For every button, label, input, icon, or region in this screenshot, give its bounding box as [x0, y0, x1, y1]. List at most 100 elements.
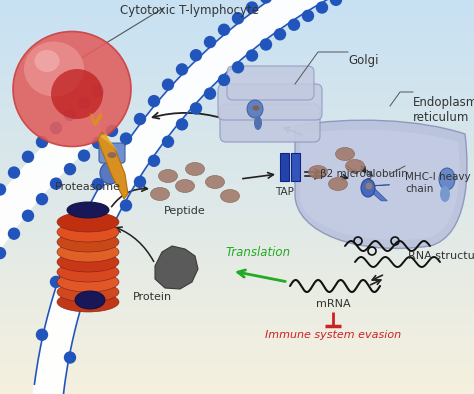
Circle shape [261, 39, 272, 50]
Circle shape [135, 113, 146, 125]
Ellipse shape [440, 186, 450, 202]
Circle shape [148, 155, 159, 166]
Ellipse shape [57, 272, 119, 292]
Circle shape [120, 133, 131, 144]
Ellipse shape [254, 116, 262, 130]
Circle shape [107, 125, 118, 136]
Circle shape [64, 352, 75, 363]
Ellipse shape [247, 100, 263, 118]
Ellipse shape [57, 282, 119, 302]
Circle shape [246, 2, 257, 13]
Circle shape [163, 79, 173, 90]
Text: Cytotoxic T-lymphocyte: Cytotoxic T-lymphocyte [120, 4, 259, 17]
Ellipse shape [185, 162, 204, 175]
Circle shape [176, 64, 188, 75]
Ellipse shape [253, 106, 259, 110]
Circle shape [107, 154, 118, 165]
Circle shape [64, 110, 75, 121]
Ellipse shape [328, 178, 347, 191]
Circle shape [176, 119, 188, 130]
Circle shape [233, 62, 244, 73]
Circle shape [92, 138, 103, 149]
Circle shape [22, 151, 34, 162]
Ellipse shape [57, 242, 119, 262]
Ellipse shape [57, 212, 119, 232]
Polygon shape [93, 113, 103, 126]
Ellipse shape [100, 162, 120, 184]
Circle shape [51, 123, 62, 134]
FancyBboxPatch shape [220, 104, 320, 142]
Circle shape [51, 277, 62, 287]
Ellipse shape [206, 175, 225, 188]
Ellipse shape [346, 160, 365, 173]
Ellipse shape [439, 168, 455, 190]
Circle shape [36, 193, 47, 204]
Circle shape [120, 200, 131, 211]
Ellipse shape [57, 292, 119, 312]
Circle shape [330, 0, 341, 5]
Ellipse shape [361, 179, 375, 197]
Text: TAP: TAP [275, 187, 294, 197]
Text: RNA structure: RNA structure [408, 251, 474, 261]
Text: Protein: Protein [132, 292, 172, 302]
Circle shape [289, 19, 300, 30]
Circle shape [135, 177, 146, 188]
Circle shape [51, 178, 62, 189]
Circle shape [261, 0, 272, 3]
Ellipse shape [175, 180, 194, 193]
Bar [291, 153, 300, 181]
Circle shape [22, 210, 34, 221]
Ellipse shape [35, 50, 60, 72]
Circle shape [365, 182, 373, 190]
Circle shape [274, 29, 285, 40]
Text: mRNA: mRNA [316, 299, 350, 309]
FancyBboxPatch shape [227, 66, 314, 100]
Circle shape [233, 13, 244, 24]
Circle shape [317, 2, 328, 13]
Polygon shape [364, 185, 390, 186]
Polygon shape [364, 186, 387, 201]
Circle shape [9, 228, 19, 239]
Circle shape [79, 97, 90, 108]
Ellipse shape [336, 147, 355, 160]
Ellipse shape [57, 252, 119, 272]
Ellipse shape [220, 190, 239, 203]
Ellipse shape [51, 69, 103, 119]
Circle shape [92, 85, 103, 97]
Text: Translation: Translation [226, 246, 291, 259]
Circle shape [246, 50, 257, 61]
Bar [280, 153, 289, 181]
Circle shape [92, 258, 103, 269]
Circle shape [36, 329, 47, 340]
Circle shape [204, 37, 216, 48]
Circle shape [36, 136, 47, 147]
Circle shape [79, 297, 90, 309]
Ellipse shape [57, 262, 119, 282]
Text: Proteasome: Proteasome [55, 182, 121, 192]
Ellipse shape [24, 41, 84, 97]
Circle shape [191, 50, 201, 61]
Circle shape [9, 167, 19, 178]
PathPatch shape [300, 130, 459, 240]
Polygon shape [100, 134, 118, 152]
Circle shape [302, 10, 313, 21]
Text: Immune system evasion: Immune system evasion [265, 330, 401, 340]
Text: Peptide: Peptide [164, 206, 206, 216]
Ellipse shape [108, 152, 117, 158]
Ellipse shape [309, 165, 328, 178]
Ellipse shape [67, 202, 109, 218]
Ellipse shape [151, 188, 170, 201]
Polygon shape [90, 113, 96, 126]
PathPatch shape [295, 120, 467, 248]
Text: Endoplasmic
reticulum: Endoplasmic reticulum [413, 96, 474, 124]
Circle shape [107, 227, 118, 238]
Circle shape [92, 178, 103, 190]
Circle shape [219, 24, 229, 35]
Ellipse shape [158, 169, 177, 182]
Circle shape [0, 184, 6, 195]
Polygon shape [98, 132, 128, 199]
Circle shape [79, 206, 90, 217]
Circle shape [64, 238, 75, 249]
FancyBboxPatch shape [99, 143, 125, 163]
Circle shape [0, 247, 6, 258]
